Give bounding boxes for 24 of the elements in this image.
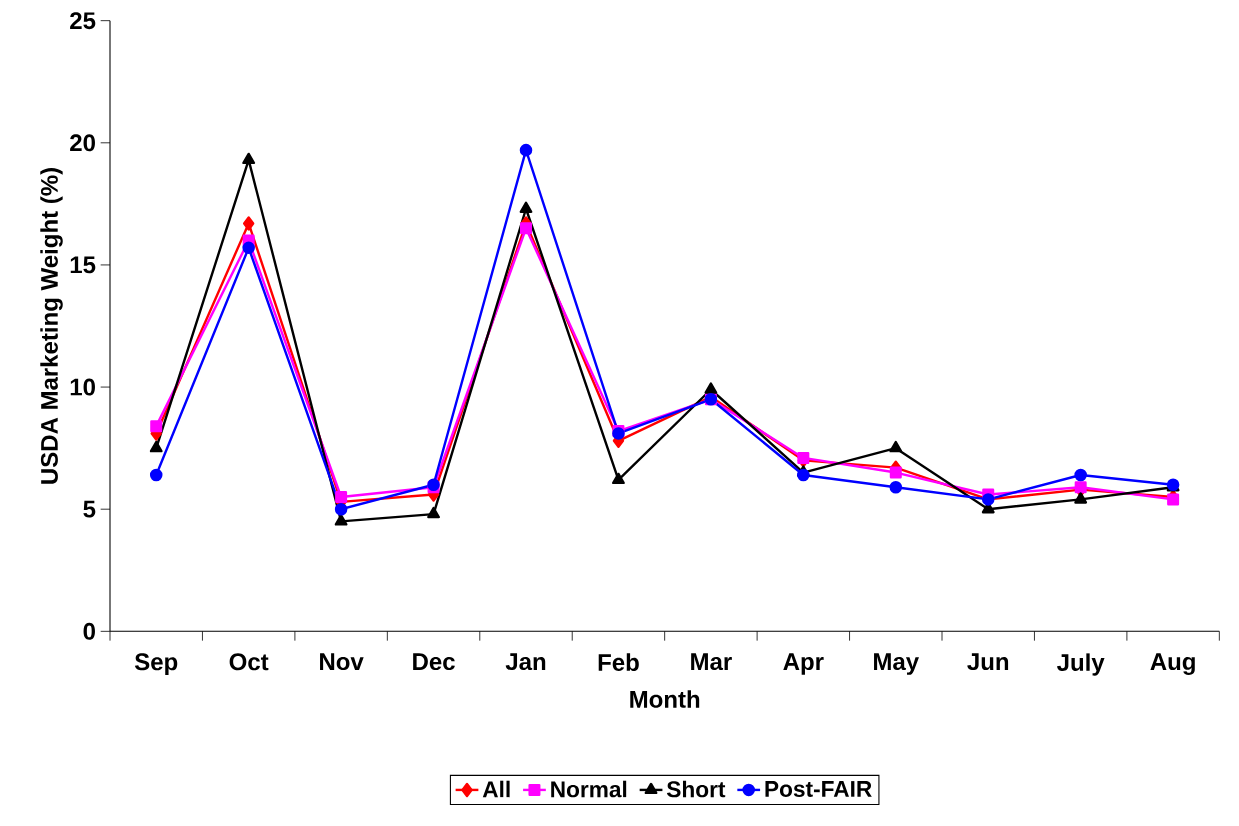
x-tick-label: Jun [967,653,1009,671]
x-tick-label: Feb [598,653,639,671]
y-axis-title: USDA Marketing Weight (%) [40,168,63,484]
legend-label: Normal [551,780,627,798]
y-tick-label: 25 [70,12,96,30]
x-axis-title: Month [630,690,700,708]
x-tick-label: July [1057,653,1105,676]
x-tick-label: Aug [1150,653,1195,675]
y-tick-label: 5 [83,500,96,518]
legend-label: Short [666,780,726,798]
y-tick-label: 0 [83,622,95,640]
x-tick-label: Jan [505,653,546,671]
x-tick-label: Oct [229,653,269,671]
x-tick-label: Sep [134,653,178,676]
y-tick-label: 20 [70,134,95,152]
y-tick-label: 10 [70,378,95,396]
y-tick-label: 15 [70,256,96,274]
x-tick-label: Mar [691,653,732,671]
x-tick-label: Nov [320,653,364,671]
x-tick-label: Apr [783,653,824,675]
legend-label: Post-FAIR [765,781,872,797]
x-tick-label: Dec [413,653,455,671]
x-tick-label: May [874,653,919,675]
legend-label: All [482,780,510,798]
